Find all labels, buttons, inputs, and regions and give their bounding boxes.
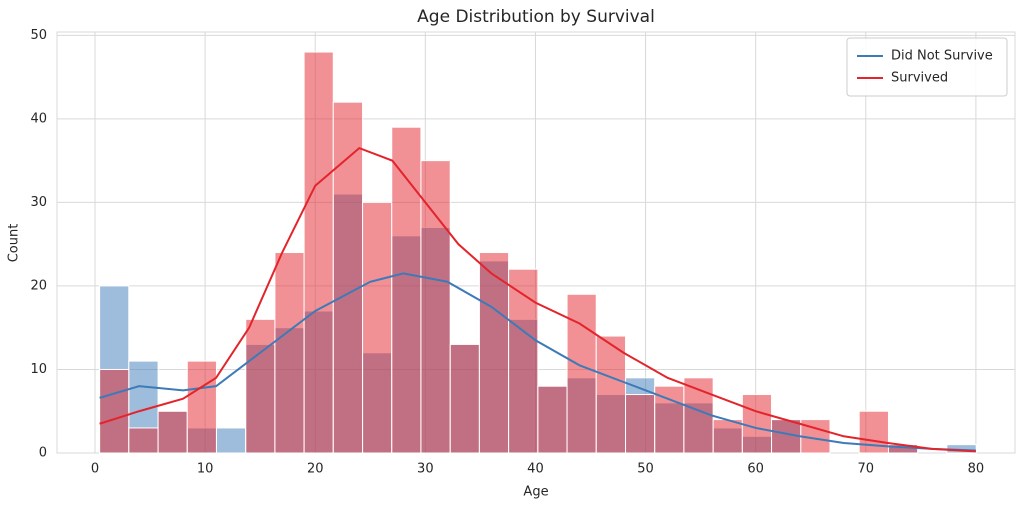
legend-box bbox=[846, 37, 1008, 97]
y-tick-label: 0 bbox=[39, 446, 47, 461]
bar bbox=[157, 410, 188, 454]
y-tick-label: 10 bbox=[30, 362, 47, 377]
x-tick-label: 50 bbox=[637, 462, 654, 477]
kde-line bbox=[99, 146, 976, 453]
bar bbox=[625, 394, 656, 454]
y-tick-label: 40 bbox=[30, 111, 47, 126]
legend-label: Did Not Survive bbox=[891, 49, 993, 64]
chart-title: Age Distribution by Survival bbox=[417, 7, 655, 27]
bar bbox=[99, 368, 130, 454]
bar bbox=[595, 335, 627, 454]
bar bbox=[274, 252, 305, 454]
x-axis-label: Age bbox=[523, 485, 548, 500]
bar bbox=[332, 101, 364, 454]
y-axis-label: Count bbox=[7, 224, 22, 263]
x-tick-label: 40 bbox=[527, 462, 544, 477]
bar bbox=[566, 293, 597, 454]
bar bbox=[449, 343, 480, 454]
bar bbox=[215, 427, 247, 454]
kde-line bbox=[99, 272, 976, 452]
bar bbox=[478, 252, 510, 454]
bar bbox=[654, 385, 685, 454]
x-tick-label: 30 bbox=[417, 462, 434, 477]
y-tick-label: 30 bbox=[30, 195, 47, 210]
bar bbox=[508, 268, 539, 454]
x-tick-label: 0 bbox=[91, 462, 99, 477]
bar bbox=[245, 318, 276, 454]
bar bbox=[741, 394, 773, 454]
bar bbox=[128, 427, 159, 454]
bar bbox=[391, 126, 422, 454]
legend-label: Survived bbox=[891, 71, 948, 86]
y-tick-label: 50 bbox=[30, 28, 47, 43]
x-tick-label: 20 bbox=[307, 462, 324, 477]
bar bbox=[186, 360, 217, 454]
x-tick-label: 70 bbox=[858, 462, 875, 477]
x-tick-label: 80 bbox=[968, 462, 985, 477]
legend: Did Not Survive Survived bbox=[846, 37, 1008, 97]
bar bbox=[537, 385, 568, 454]
bar bbox=[420, 160, 451, 454]
bar bbox=[303, 51, 334, 454]
x-tick-label: 10 bbox=[197, 462, 214, 477]
x-tick-label: 60 bbox=[747, 462, 764, 477]
bar bbox=[712, 419, 743, 454]
y-tick-label: 20 bbox=[30, 278, 47, 293]
bar bbox=[362, 201, 393, 454]
